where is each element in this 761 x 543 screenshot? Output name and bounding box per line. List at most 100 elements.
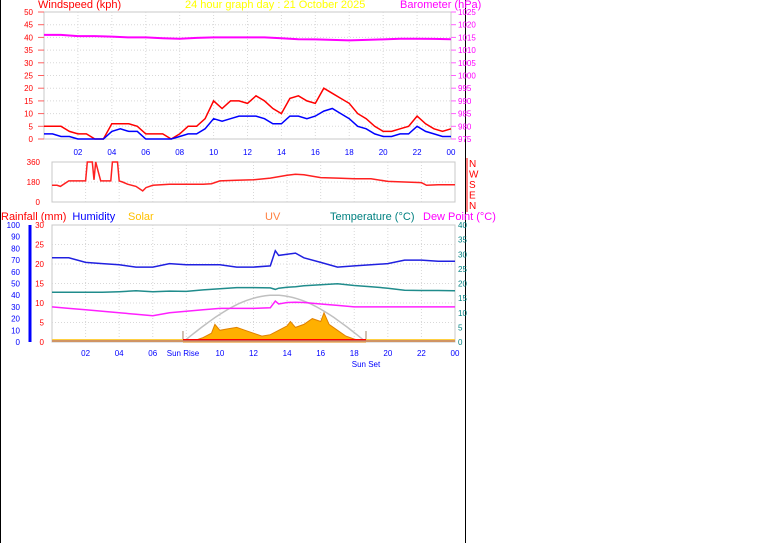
wind-hour-label: 06 bbox=[141, 148, 150, 157]
climate-hour-label: 14 bbox=[283, 349, 292, 358]
climate-hour-label: 12 bbox=[249, 349, 258, 358]
temperature-tick-label: 35 bbox=[458, 236, 467, 245]
humidity-tick-label: 10 bbox=[11, 326, 20, 335]
rainfall-tick-label: 10 bbox=[35, 299, 44, 308]
wind-hour-label: 16 bbox=[311, 148, 320, 157]
temperature-tick-label: 25 bbox=[458, 265, 467, 274]
temperature-tick-label: 20 bbox=[458, 280, 467, 289]
humidity-tick-label: 100 bbox=[7, 221, 21, 230]
windspeed-tick-label: 10 bbox=[24, 110, 33, 119]
temperature-tick-label: 15 bbox=[458, 294, 467, 303]
barometer-tick-label: 980 bbox=[458, 122, 472, 131]
legend-solar: Solar bbox=[128, 211, 154, 223]
wind-direction-line bbox=[52, 161, 455, 192]
wind-hour-label: 20 bbox=[379, 148, 388, 157]
barometer-tick-label: 995 bbox=[458, 84, 472, 93]
legend-dew-point: Dew Point (°C) bbox=[423, 211, 496, 223]
sunrise-label: Sun Rise bbox=[167, 349, 200, 358]
climate-hour-label: 04 bbox=[115, 349, 124, 358]
humidity-tick-label: 80 bbox=[11, 244, 20, 253]
barometer-tick-label: 975 bbox=[458, 135, 472, 144]
temperature-tick-label: 5 bbox=[458, 323, 463, 332]
barometer-tick-label: 1020 bbox=[458, 21, 476, 30]
barometer-line bbox=[44, 33, 452, 42]
wind-average-line bbox=[44, 107, 451, 140]
solar-theoretical-curve bbox=[182, 294, 367, 343]
wind-hour-label: 02 bbox=[73, 148, 82, 157]
rainfall-tick-label: 25 bbox=[35, 241, 44, 250]
temperature-tick-label: 0 bbox=[458, 338, 463, 347]
barometer-tick-label: 1010 bbox=[458, 46, 476, 55]
barometer-tick-label: 985 bbox=[458, 110, 472, 119]
frame-right-border bbox=[465, 0, 466, 543]
humidity-tick-label: 20 bbox=[11, 315, 20, 324]
climate-hour-label: 10 bbox=[215, 349, 224, 358]
solar-area bbox=[182, 311, 367, 343]
humidity-tick-label: 40 bbox=[11, 291, 20, 300]
climate-hour-label: 06 bbox=[148, 349, 157, 358]
windspeed-tick-label: 25 bbox=[24, 72, 33, 81]
wind-gust-line bbox=[44, 87, 452, 140]
wind-hour-label: 22 bbox=[413, 148, 422, 157]
temperature-tick-label: 30 bbox=[458, 250, 467, 259]
direction-tick-label: 180 bbox=[27, 178, 41, 187]
compass-label: E bbox=[469, 191, 476, 202]
rainfall-tick-label: 20 bbox=[35, 260, 44, 269]
humidity-tick-label: 0 bbox=[16, 338, 21, 347]
climate-hour-label: 18 bbox=[350, 349, 359, 358]
legend-temperature: Temperature (°C) bbox=[330, 211, 414, 223]
windspeed-axis-label: Windspeed (kph) bbox=[38, 0, 121, 11]
dew_point-line bbox=[51, 300, 455, 317]
legend-uv: UV bbox=[265, 211, 281, 223]
direction-tick-label: 0 bbox=[36, 198, 41, 207]
climate-hour-label: 02 bbox=[81, 349, 90, 358]
humidity-tick-label: 90 bbox=[11, 233, 20, 242]
windspeed-tick-label: 15 bbox=[24, 97, 33, 106]
rainfall-tick-label: 30 bbox=[35, 221, 44, 230]
compass-label: W bbox=[469, 170, 479, 181]
direction-tick-label: 360 bbox=[27, 158, 41, 167]
barometer-tick-label: 990 bbox=[458, 97, 472, 106]
rainfall-tick-label: 5 bbox=[40, 319, 45, 328]
climate-hour-label: 20 bbox=[383, 349, 392, 358]
humidity-line bbox=[52, 249, 455, 268]
sunset-label: Sun Set bbox=[352, 360, 381, 369]
climate-hour-label: 16 bbox=[316, 349, 325, 358]
windspeed-tick-label: 5 bbox=[29, 122, 34, 131]
windspeed-tick-label: 50 bbox=[24, 8, 33, 17]
humidity-tick-label: 70 bbox=[11, 256, 20, 265]
rainfall-tick-label: 0 bbox=[40, 338, 45, 347]
humidity-tick-label: 30 bbox=[11, 303, 20, 312]
chart-title: 24 hour graph day : 21 October 2025 bbox=[185, 0, 365, 11]
legend-rainfall: Rainfall (mm) bbox=[1, 211, 66, 223]
barometer-tick-label: 1005 bbox=[458, 59, 476, 68]
wind-hour-label: 14 bbox=[277, 148, 286, 157]
rainfall-tick-label: 15 bbox=[35, 280, 44, 289]
wind-hour-label: 10 bbox=[209, 148, 218, 157]
windspeed-tick-label: 40 bbox=[24, 33, 33, 42]
compass-label: N bbox=[469, 201, 476, 212]
barometer-axis-label: Barometer (hPa) bbox=[400, 0, 481, 11]
wind-hour-label: 08 bbox=[175, 148, 184, 157]
wind-hour-label: 00 bbox=[447, 148, 456, 157]
windspeed-tick-label: 35 bbox=[24, 46, 33, 55]
barometer-tick-label: 1025 bbox=[458, 8, 476, 17]
windspeed-tick-label: 20 bbox=[24, 84, 33, 93]
temperature-line bbox=[52, 283, 456, 294]
humidity-tick-label: 50 bbox=[11, 280, 20, 289]
wind-hour-label: 12 bbox=[243, 148, 252, 157]
windspeed-tick-label: 30 bbox=[24, 59, 33, 68]
windspeed-tick-label: 45 bbox=[24, 21, 33, 30]
temperature-tick-label: 10 bbox=[458, 309, 467, 318]
humidity-tick-label: 60 bbox=[11, 268, 20, 277]
climate-hour-label: 00 bbox=[451, 349, 460, 358]
wind-hour-label: 18 bbox=[345, 148, 354, 157]
wind-hour-label: 04 bbox=[107, 148, 116, 157]
climate-hour-label: 22 bbox=[417, 349, 426, 358]
barometer-tick-label: 1015 bbox=[458, 33, 476, 42]
windspeed-tick-label: 0 bbox=[29, 135, 34, 144]
barometer-tick-label: 1000 bbox=[458, 72, 476, 81]
compass-label: S bbox=[469, 180, 476, 191]
legend-humidity: Humidity bbox=[72, 211, 115, 223]
